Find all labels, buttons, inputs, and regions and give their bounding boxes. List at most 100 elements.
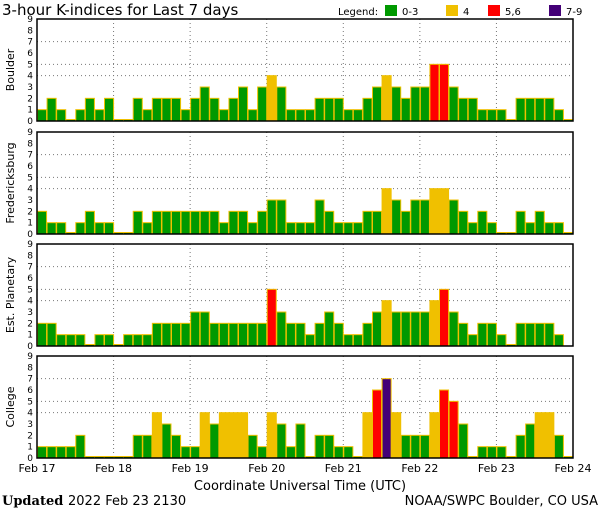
bar	[190, 446, 201, 459]
bar	[37, 446, 48, 459]
legend-swatch	[446, 5, 458, 16]
bar	[381, 75, 392, 122]
bar	[486, 446, 497, 459]
bar	[285, 109, 296, 122]
bar	[257, 446, 268, 459]
bar	[391, 199, 402, 235]
bar	[458, 322, 469, 347]
bar	[362, 412, 373, 459]
y-tick-label: 0	[27, 117, 33, 127]
bar	[123, 334, 134, 347]
bar	[171, 97, 182, 122]
bar	[56, 109, 67, 122]
bar	[515, 97, 526, 122]
y-tick-label: 9	[27, 128, 33, 138]
panel-fredericksburg: 01 234 567 89 Fredericksburg	[4, 128, 574, 240]
panel-label: College	[4, 386, 17, 427]
y-tick-label: 3	[27, 308, 33, 318]
bar	[419, 434, 430, 459]
legend-label: Legend:	[338, 7, 378, 18]
bar	[553, 334, 564, 347]
bar	[132, 434, 143, 459]
bar	[266, 288, 277, 347]
bar	[352, 334, 363, 347]
bar	[132, 334, 143, 347]
bar	[400, 311, 411, 347]
bar	[190, 97, 201, 122]
bar	[285, 222, 296, 235]
bar	[525, 97, 536, 122]
bar	[448, 199, 459, 235]
bar	[209, 322, 220, 347]
legend-swatch	[549, 5, 561, 16]
bar	[104, 97, 115, 122]
bar	[305, 334, 316, 347]
y-tick-label: 9	[27, 240, 33, 250]
bar	[56, 222, 67, 235]
y-tick-label: 0	[27, 342, 33, 352]
bar	[199, 311, 210, 347]
bar	[343, 222, 354, 235]
bar	[544, 97, 555, 122]
bar	[257, 210, 268, 235]
bar	[496, 109, 507, 122]
bar	[228, 412, 239, 459]
bar	[410, 199, 421, 235]
bar	[190, 210, 201, 235]
bar	[295, 423, 306, 459]
y-tick-label: 5	[27, 60, 33, 70]
bar	[199, 210, 210, 235]
bar	[544, 222, 555, 235]
y-tick-label: 0	[27, 454, 33, 464]
bar	[362, 322, 373, 347]
bar	[381, 378, 392, 459]
bar	[553, 222, 564, 235]
y-tick-label: 4	[27, 409, 33, 419]
y-tick-label: 1	[27, 443, 33, 453]
bar	[266, 199, 277, 235]
bar	[247, 322, 258, 347]
bar	[324, 210, 335, 235]
bar	[218, 412, 229, 459]
bar	[46, 322, 57, 347]
bar	[257, 86, 268, 122]
y-tick-label: 7	[27, 38, 33, 48]
bar	[276, 199, 287, 235]
bar	[228, 210, 239, 235]
bar	[132, 97, 143, 122]
bar	[362, 210, 373, 235]
bar	[228, 97, 239, 122]
legend: Legend: 0-3 4 5,6 7-9	[338, 5, 582, 18]
panel-label: Fredericksburg	[4, 142, 17, 223]
bar	[343, 334, 354, 347]
bar	[247, 222, 258, 235]
bar	[486, 222, 497, 235]
bar	[199, 86, 210, 122]
bar	[314, 322, 325, 347]
bar	[400, 97, 411, 122]
bar	[266, 412, 277, 459]
bar	[477, 210, 488, 235]
bar	[238, 412, 249, 459]
y-tick-label: 8	[27, 251, 33, 261]
bar	[285, 446, 296, 459]
bar	[439, 389, 450, 459]
panel-est-planetary: 01 234 567 89 Est. Planetary	[4, 240, 574, 352]
x-tick-label: Feb 21	[325, 462, 362, 475]
bar	[295, 322, 306, 347]
bar	[381, 300, 392, 347]
bar	[324, 97, 335, 122]
bar	[410, 434, 421, 459]
y-tick-label: 6	[27, 274, 33, 284]
chart-title: 3-hour K-indices for Last 7 days	[2, 1, 238, 19]
bar	[544, 412, 555, 459]
bar	[477, 109, 488, 122]
bar	[553, 434, 564, 459]
x-tick-label: Feb 20	[248, 462, 285, 475]
bar	[525, 423, 536, 459]
bar	[544, 322, 555, 347]
bar	[458, 97, 469, 122]
bar	[238, 86, 249, 122]
bar	[199, 412, 210, 459]
